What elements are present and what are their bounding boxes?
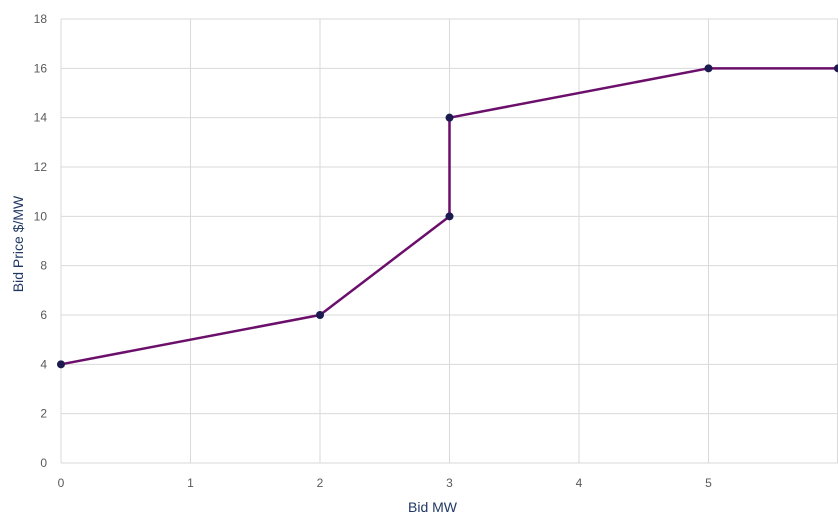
y-tick-label: 12 xyxy=(34,160,48,174)
y-tick-label: 10 xyxy=(34,209,48,223)
y-tick-label: 4 xyxy=(40,357,47,371)
x-tick-label: 4 xyxy=(576,476,583,490)
y-axis-tick-labels: 0 2 4 6 8 10 12 14 16 18 xyxy=(34,12,48,470)
y-tick-label: 8 xyxy=(40,259,47,273)
y-tick-label: 0 xyxy=(40,456,47,470)
y-tick-label: 14 xyxy=(34,111,48,125)
x-tick-label: 1 xyxy=(187,476,194,490)
x-axis-title: Bid MW xyxy=(408,499,458,514)
data-point xyxy=(445,212,454,221)
data-point xyxy=(316,311,324,319)
series-line xyxy=(60,67,838,366)
y-tick-label: 16 xyxy=(34,61,48,75)
data-point xyxy=(834,64,838,73)
x-tick-label: 5 xyxy=(705,476,712,490)
x-tick-label: 0 xyxy=(58,476,65,490)
y-tick-label: 2 xyxy=(40,407,47,421)
x-tick-label: 2 xyxy=(317,476,324,490)
data-point xyxy=(57,360,65,369)
y-tick-label: 6 xyxy=(40,308,47,322)
x-axis-tick-labels: 0 1 2 3 4 5 xyxy=(58,476,713,490)
vertical-gridlines xyxy=(60,19,838,463)
y-axis-title: Bid Price $/MW xyxy=(10,195,26,292)
bid-series xyxy=(57,64,838,369)
data-point xyxy=(445,113,454,122)
y-tick-label: 18 xyxy=(34,12,48,26)
x-tick-label: 3 xyxy=(446,476,453,490)
data-point xyxy=(704,64,713,73)
